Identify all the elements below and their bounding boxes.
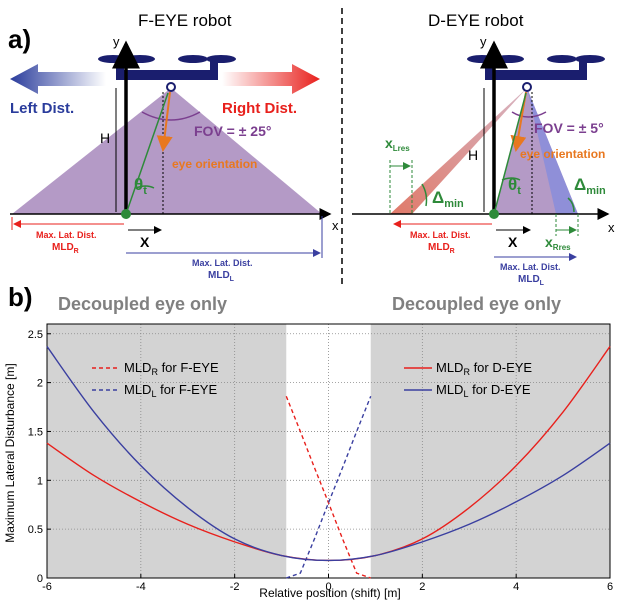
x-tick-label: -4 xyxy=(136,581,146,593)
d-eye-robot-icon xyxy=(467,55,605,92)
f-eye-fov-label: FOV = ± 25° xyxy=(194,123,271,139)
x-tick-label: 4 xyxy=(513,581,519,593)
f-eye-x-label: x xyxy=(332,218,339,233)
d-eye-mldl-line1: Max. Lat. Dist. xyxy=(500,262,561,272)
d-eye-delta-left-arc xyxy=(421,183,428,207)
y-axis-title: Maximum Lateral Disturbance [m] xyxy=(3,363,17,542)
d-eye-delta-right-label: Δmin xyxy=(574,175,606,197)
legend-label-3: MLDR for D-EYE xyxy=(436,360,532,377)
y-tick-label: 0.5 xyxy=(28,524,43,536)
d-eye-delta-right-arc xyxy=(567,197,575,213)
d-eye-x-shift-label: X xyxy=(508,234,518,250)
d-eye-fov-label: FOV = ± 5° xyxy=(534,120,604,136)
d-eye-origin-dot xyxy=(489,209,499,219)
panel-a-left: a) F-EYE robot Left Dist. Right Dist. y … xyxy=(8,11,339,283)
panel-b-label: b) xyxy=(8,282,33,312)
f-eye-orientation-label: eye orientation xyxy=(172,157,257,171)
d-eye-title: D-EYE robot xyxy=(428,11,524,30)
series-line-2 xyxy=(286,396,372,579)
x-tick-label: 0 xyxy=(325,581,331,593)
f-eye-orientation-arrow xyxy=(156,91,173,152)
shaded-region-0 xyxy=(47,324,287,578)
f-eye-mldl-line1: Max. Lat. Dist. xyxy=(192,258,253,268)
d-eye-mldr-line1: Max. Lat. Dist. xyxy=(410,230,471,240)
left-dist-arrow xyxy=(10,64,106,94)
panel-b: b) Decoupled eye only Decoupled eye only… xyxy=(3,282,613,600)
f-eye-mldr-line1: Max. Lat. Dist. xyxy=(36,230,97,240)
legend-label-1: MLDR for F-EYE xyxy=(124,360,219,377)
d-eye-y-label: y xyxy=(480,34,487,49)
y-tick-label: 2.5 xyxy=(28,329,43,341)
f-eye-y-label: y xyxy=(113,34,120,49)
left-region-label: Decoupled eye only xyxy=(58,294,227,314)
d-eye-delta-left-label: Δmin xyxy=(432,188,464,210)
f-eye-theta-label: θt xyxy=(134,175,147,197)
panel-a-label: a) xyxy=(8,24,31,54)
d-eye-mldr-line2: MLDR xyxy=(428,242,455,255)
left-dist-label: Left Dist. xyxy=(10,100,74,117)
legend-label-4: MLDL for D-EYE xyxy=(436,382,531,399)
f-eye-h-label: H xyxy=(100,130,110,146)
f-eye-robot-icon xyxy=(98,55,236,92)
f-eye-fov-arc xyxy=(141,111,201,121)
d-eye-green-line xyxy=(493,92,527,215)
d-eye-h-label: H xyxy=(468,147,478,163)
x-axis-title: Relative position (shift) [m] xyxy=(259,586,400,600)
d-eye-x-label: x xyxy=(608,220,615,235)
f-eye-green-line xyxy=(125,92,169,215)
d-eye-right-beam xyxy=(527,88,578,214)
d-eye-fov-arc xyxy=(511,111,547,118)
right-dist-arrow xyxy=(222,64,320,94)
x-tick-label: 6 xyxy=(607,581,613,593)
right-dist-label: Right Dist. xyxy=(222,100,297,117)
plot-area: -6 -4 -2 0 2 4 6 0 0.5 1 1.5 2 2.5 MLDR for F-EYE MLDL… xyxy=(28,323,613,593)
y-tick-label: 1.5 xyxy=(28,426,43,438)
f-eye-mldr-line2: MLDR xyxy=(52,242,79,255)
x-tick-label: -6 xyxy=(42,581,52,593)
f-eye-title: F-EYE robot xyxy=(138,11,232,30)
f-eye-theta-arc xyxy=(135,185,155,189)
y-tick-label: 0 xyxy=(37,573,43,585)
f-eye-origin-dot xyxy=(121,209,131,219)
panel-a-right: D-EYE robot y x H FOV = ± 5° eye xyxy=(352,11,615,287)
y-tick-label: 2 xyxy=(37,378,43,390)
y-tick-label: 1 xyxy=(37,475,43,487)
x-tick-label: -2 xyxy=(230,581,240,593)
d-eye-orientation-label: eye orientation xyxy=(520,147,605,161)
right-region-label: Decoupled eye only xyxy=(392,294,561,314)
shaded-region-1 xyxy=(370,324,610,578)
f-eye-mldl-line2: MLDL xyxy=(208,270,235,283)
legend-label-2: MLDL for F-EYE xyxy=(124,382,217,399)
d-eye-mldl-line2: MLDL xyxy=(518,274,545,287)
d-eye-xlres-label: xLres xyxy=(385,135,410,153)
d-eye-xrres-label: xRres xyxy=(545,234,571,252)
f-eye-x-shift-label: X xyxy=(140,234,150,250)
series-line-1 xyxy=(285,396,371,579)
d-eye-theta-label: θt xyxy=(508,175,521,197)
series-line-4 xyxy=(46,346,611,562)
d-eye-theta-arc xyxy=(501,177,521,181)
x-tick-label: 2 xyxy=(419,581,425,593)
